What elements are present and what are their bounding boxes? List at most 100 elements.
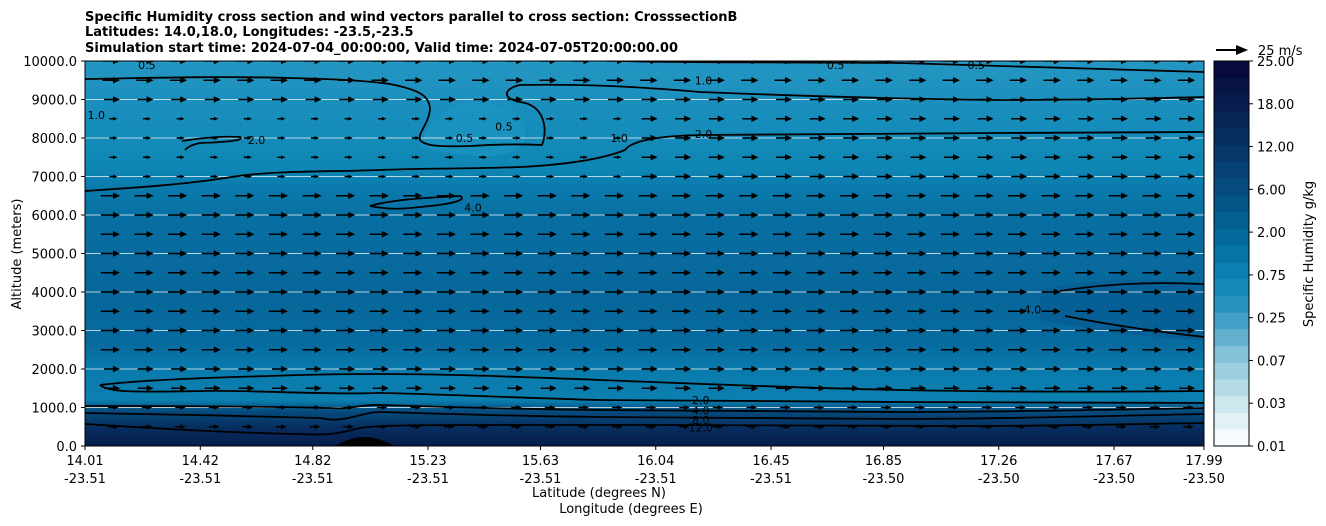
wind-vector-icon-374 bbox=[708, 154, 725, 161]
contour-line-0.5-upper bbox=[619, 61, 1204, 73]
wind-vector-icon-441 bbox=[847, 405, 858, 410]
wind-vector-icon-26 bbox=[134, 308, 154, 315]
wind-vector-icon-522 bbox=[977, 385, 994, 392]
wind-vector-icon-208 bbox=[436, 269, 456, 276]
wind-vector-icon-431 bbox=[806, 211, 826, 219]
wind-vector-icon-449 bbox=[840, 250, 860, 257]
wind-vector-icon-539 bbox=[976, 61, 994, 65]
wind-vector-icon-370 bbox=[705, 231, 725, 238]
wind-vector-icon-427 bbox=[806, 288, 826, 296]
wind-vector-icon-633 bbox=[1145, 173, 1162, 180]
wind-vector-icon-621 bbox=[1149, 405, 1161, 410]
wind-vector-icon-59 bbox=[169, 61, 188, 65]
wind-vector-icon-128 bbox=[302, 269, 322, 276]
colorbar-tick-label-4: 0.75 bbox=[1257, 269, 1286, 284]
wind-vector-icon-483 bbox=[910, 365, 927, 373]
wind-vector-icon-496 bbox=[910, 115, 927, 122]
wind-vector-icon-300 bbox=[612, 424, 623, 430]
wind-vector-icon-620 bbox=[1149, 424, 1161, 430]
wind-vector-icon-110 bbox=[268, 231, 288, 238]
wind-vector-icon-364 bbox=[705, 346, 725, 353]
y-tick-label-9: 9000.0 bbox=[32, 94, 78, 109]
terrain bbox=[335, 437, 395, 446]
wind-vector-icon-289 bbox=[571, 250, 591, 257]
contour-line-4.0-mid bbox=[369, 195, 463, 210]
wind-vector-icon-69 bbox=[201, 250, 221, 257]
wind-vector-icon-10 bbox=[100, 231, 120, 238]
wind-vector-icon-639 bbox=[1144, 61, 1162, 65]
y-tick-label-6: 6000.0 bbox=[32, 209, 78, 224]
wind-vector-icon-375 bbox=[708, 134, 725, 142]
contour-label-0: 0.5 bbox=[138, 59, 156, 72]
wind-vector-icon-180 bbox=[410, 424, 421, 430]
wind-vector-icon-619 bbox=[1110, 61, 1128, 65]
wind-vector-icon-562 bbox=[1044, 385, 1061, 392]
wind-vector-icon-167 bbox=[369, 288, 389, 296]
wind-vector-icon-489 bbox=[907, 250, 927, 257]
wind-vector-icon-307 bbox=[604, 288, 624, 296]
x-tick-label-lon-1: -23.51 bbox=[179, 472, 221, 487]
wind-vector-icon-184 bbox=[403, 346, 423, 353]
y-axis: 0.0 1000.0 2000.0 3000.0 4000.0 5000.0 6000.0 7… bbox=[23, 55, 85, 455]
wind-vector-icon-507 bbox=[940, 288, 960, 296]
wind-vector-icon-174 bbox=[378, 155, 387, 160]
wind-vector-icon-349 bbox=[672, 250, 692, 257]
wind-vector-icon-638 bbox=[1144, 77, 1162, 84]
contour-label-2: 0.5 bbox=[968, 59, 986, 72]
colorbar-tick-label-8: 18.00 bbox=[1257, 98, 1294, 113]
colorbar-band-0 bbox=[1214, 429, 1249, 447]
wind-vector-icon-529 bbox=[974, 250, 994, 257]
wind-vector-icon-191 bbox=[403, 211, 423, 219]
colorbar-band-18 bbox=[1214, 127, 1249, 146]
wind-vector-icon-12 bbox=[100, 192, 120, 199]
wind-vector-icon-330 bbox=[638, 231, 658, 238]
wind-vector-icon-354 bbox=[675, 154, 692, 161]
wind-vector-icon-15 bbox=[109, 136, 118, 140]
wind-vector-icon-346 bbox=[672, 308, 692, 315]
wind-vector-icon-241 bbox=[511, 405, 522, 410]
wind-vector-icon-7 bbox=[100, 288, 120, 296]
wind-vector-icon-501 bbox=[948, 405, 959, 410]
wind-vector-icon-465 bbox=[873, 327, 893, 334]
wind-vector-icon-569 bbox=[1041, 250, 1061, 257]
wind-vector-icon-321 bbox=[645, 405, 657, 410]
wind-vector-icon-609 bbox=[1108, 250, 1128, 257]
wind-vector-icon-235 bbox=[479, 136, 488, 140]
wind-vector-icon-151 bbox=[336, 211, 356, 219]
wind-vector-icon-43 bbox=[171, 365, 188, 373]
wind-vector-icon-410 bbox=[772, 231, 792, 238]
x-tick-label-lon-7: -23.50 bbox=[863, 472, 905, 487]
wind-vector-icon-602 bbox=[1112, 385, 1128, 392]
wind-vector-icon-554 bbox=[1011, 154, 1028, 161]
wind-vector-icon-316 bbox=[613, 116, 622, 121]
contour-line-4.0-right-lower bbox=[1064, 315, 1204, 338]
wind-vector-icon-469 bbox=[873, 250, 893, 257]
wind-vector-icon-649 bbox=[1176, 250, 1196, 257]
wind-vector-icon-600 bbox=[1116, 424, 1127, 430]
contour-line-2.0-upper bbox=[85, 131, 1204, 192]
wind-vector-icon-391 bbox=[739, 211, 759, 219]
wind-vector-icon-13 bbox=[109, 174, 118, 179]
wind-vector-icon-144 bbox=[336, 346, 356, 353]
wind-vector-icon-574 bbox=[1044, 154, 1061, 161]
wind-vector-icon-146 bbox=[336, 308, 356, 315]
wind-vector-icon-314 bbox=[613, 155, 622, 160]
wind-vector-icon-276 bbox=[546, 116, 555, 121]
wind-vector-icon-452 bbox=[840, 192, 860, 199]
wind-vector-icon-476 bbox=[876, 115, 893, 122]
wind-vector-icon-546 bbox=[1008, 308, 1028, 315]
wind-vector-icon-194 bbox=[411, 155, 420, 160]
wind-vector-icon-224 bbox=[470, 346, 490, 353]
wind-vector-icon-165 bbox=[369, 327, 389, 334]
wind-vector-icon-445 bbox=[840, 327, 860, 334]
wind-vector-icon-506 bbox=[940, 308, 960, 315]
wind-vector-icon-636 bbox=[1145, 115, 1162, 122]
wind-vector-icon-39 bbox=[136, 61, 154, 65]
wind-vector-icon-70 bbox=[201, 231, 221, 238]
wind-vector-icon-644 bbox=[1176, 346, 1196, 353]
colorbar-band-11 bbox=[1214, 245, 1249, 263]
wind-vector-icon-383 bbox=[742, 365, 759, 373]
wind-vector-icon-333 bbox=[641, 173, 658, 180]
wind-vector-icon-269 bbox=[537, 250, 557, 257]
x-axis-label-latitude: Latitude (degrees N) bbox=[532, 486, 666, 501]
